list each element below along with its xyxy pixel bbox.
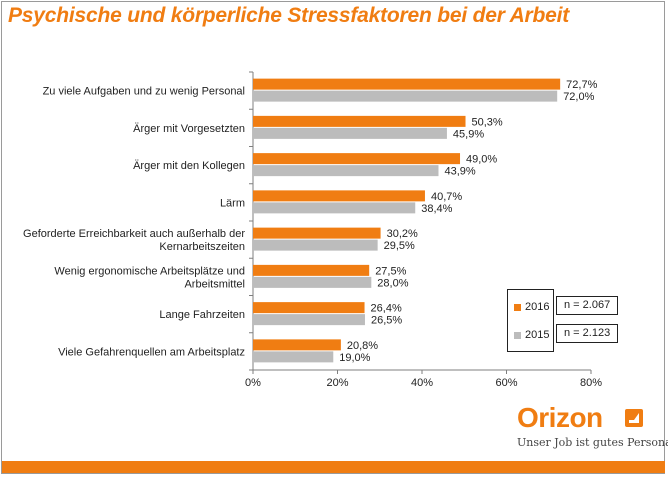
bar-2015-6 — [253, 314, 365, 326]
legend: 2016 2015 — [507, 289, 554, 352]
chart-title: Psychische und körperliche Stressfaktore… — [8, 4, 570, 27]
data-label-2016-7: 20,8% — [347, 340, 378, 352]
data-label-2015-3: 38,4% — [421, 203, 452, 215]
bar-2016-4 — [253, 227, 381, 239]
data-label-2015-5: 28,0% — [377, 277, 408, 289]
bar-2015-0 — [253, 90, 558, 102]
category-label-7: Viele Gefahrenquellen am Arbeitsplatz — [58, 346, 245, 358]
legend-item-2015: 2015 — [514, 329, 549, 341]
data-label-2015-4: 29,5% — [384, 240, 415, 252]
sample-size-2015: n = 2.123 — [556, 324, 618, 343]
category-label-1: Ärger mit Vorgesetzten — [133, 123, 245, 135]
bar-2016-5 — [253, 264, 370, 276]
category-label-2: Ärger mit den Kollegen — [133, 160, 245, 172]
category-label-4: Geforderte Erreichbarkeit auch außerhalb… — [23, 228, 245, 240]
x-tick-label: 0% — [245, 377, 261, 389]
data-label-2016-4: 30,2% — [387, 228, 418, 240]
x-tick-label: 20% — [326, 377, 348, 389]
bar-2016-7 — [253, 339, 341, 351]
category-label-0: Zu viele Aufgaben und zu wenig Personal — [43, 86, 245, 98]
bar-2016-3 — [253, 190, 425, 202]
bar-2015-4 — [253, 239, 378, 251]
logo-wordmark: Orizon — [517, 402, 603, 433]
category-label-6: Lange Fahrzeiten — [159, 309, 245, 321]
data-label-2015-2: 43,9% — [444, 166, 475, 178]
bar-2015-5 — [253, 276, 372, 288]
logo-mark-icon — [625, 409, 643, 427]
bar-2016-6 — [253, 302, 365, 314]
bar-2016-1 — [253, 115, 466, 127]
data-label-2016-6: 26,4% — [371, 303, 402, 315]
legend-label-2015: 2015 — [525, 329, 550, 341]
data-label-2016-2: 49,0% — [466, 154, 497, 166]
category-label-5: Arbeitsmittel — [184, 278, 245, 290]
sample-size-2016: n = 2.067 — [556, 296, 618, 315]
bottom-accent-bar — [2, 461, 665, 473]
bar-2015-2 — [253, 165, 439, 177]
orizon-logo: Orizon Unser Job ist gutes Personal — [517, 402, 668, 452]
bar-2016-0 — [253, 78, 561, 90]
data-label-2015-6: 26,5% — [371, 315, 402, 327]
data-label-2016-1: 50,3% — [472, 116, 503, 128]
data-label-2015-0: 72,0% — [563, 91, 594, 103]
category-label-4: Kernarbeitszeiten — [159, 241, 245, 253]
data-label-2015-1: 45,9% — [453, 128, 484, 140]
bar-2015-7 — [253, 351, 334, 363]
x-tick-label: 40% — [411, 377, 433, 389]
data-label-2015-7: 19,0% — [339, 352, 370, 364]
category-label-3: Lärm — [220, 197, 245, 209]
x-tick-label: 60% — [495, 377, 517, 389]
legend-item-2016: 2016 — [514, 301, 549, 313]
bar-2015-3 — [253, 202, 416, 214]
x-tick-label: 80% — [580, 377, 602, 389]
logo-slogan: Unser Job ist gutes Personal — [517, 436, 668, 449]
bar-2015-1 — [253, 127, 447, 139]
bar-2016-2 — [253, 153, 461, 165]
data-label-2016-0: 72,7% — [566, 79, 597, 91]
legend-swatch-2015 — [514, 331, 521, 339]
legend-label-2016: 2016 — [525, 301, 550, 313]
data-label-2016-5: 27,5% — [375, 265, 406, 277]
data-label-2016-3: 40,7% — [431, 191, 462, 203]
legend-swatch-2016 — [514, 303, 521, 311]
category-label-5: Wenig ergonomische Arbeitsplätze und — [54, 265, 245, 277]
